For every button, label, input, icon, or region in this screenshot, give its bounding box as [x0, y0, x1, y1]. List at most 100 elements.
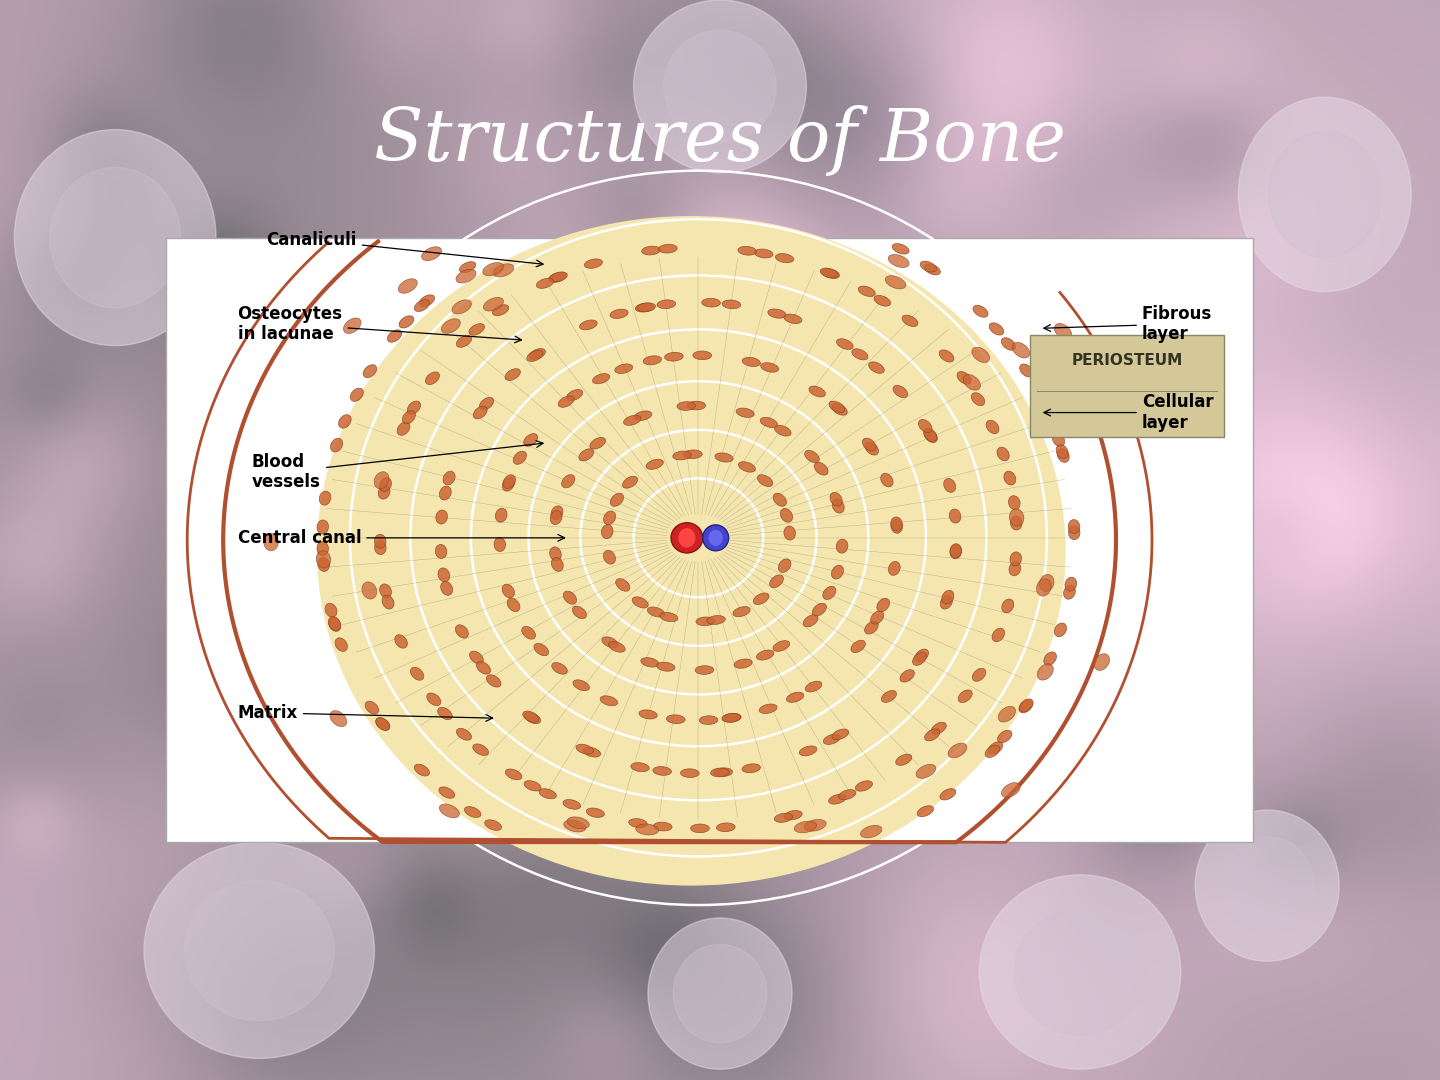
Ellipse shape	[629, 819, 647, 827]
Ellipse shape	[708, 529, 723, 546]
Ellipse shape	[361, 582, 377, 599]
Ellipse shape	[350, 388, 363, 402]
Ellipse shape	[913, 652, 926, 665]
Ellipse shape	[667, 715, 685, 724]
Ellipse shape	[363, 365, 377, 378]
Ellipse shape	[780, 509, 792, 523]
Ellipse shape	[456, 728, 471, 740]
Ellipse shape	[996, 447, 1009, 461]
Ellipse shape	[14, 130, 216, 346]
Ellipse shape	[821, 268, 838, 278]
Ellipse shape	[144, 842, 374, 1058]
Ellipse shape	[1011, 516, 1022, 530]
Ellipse shape	[524, 713, 540, 724]
Ellipse shape	[988, 742, 1002, 754]
Ellipse shape	[691, 824, 710, 833]
Ellipse shape	[851, 640, 865, 652]
Ellipse shape	[49, 167, 181, 308]
Ellipse shape	[503, 584, 514, 598]
Ellipse shape	[603, 511, 616, 525]
Ellipse shape	[505, 368, 520, 380]
Ellipse shape	[886, 275, 906, 289]
Ellipse shape	[734, 659, 752, 669]
Ellipse shape	[1037, 664, 1053, 680]
Ellipse shape	[874, 296, 891, 306]
Ellipse shape	[986, 420, 999, 434]
Ellipse shape	[585, 259, 602, 268]
Ellipse shape	[671, 523, 703, 553]
Ellipse shape	[654, 822, 672, 831]
Ellipse shape	[757, 475, 773, 487]
Ellipse shape	[439, 486, 451, 500]
Ellipse shape	[665, 352, 683, 361]
Ellipse shape	[609, 642, 625, 652]
Ellipse shape	[868, 362, 884, 374]
Ellipse shape	[444, 471, 455, 485]
Ellipse shape	[1080, 384, 1096, 402]
Ellipse shape	[1001, 338, 1015, 350]
Ellipse shape	[1034, 390, 1047, 403]
Ellipse shape	[647, 459, 664, 470]
Ellipse shape	[1020, 364, 1034, 377]
Ellipse shape	[948, 743, 966, 758]
Ellipse shape	[703, 525, 729, 551]
Ellipse shape	[717, 823, 736, 832]
Ellipse shape	[824, 734, 841, 744]
Ellipse shape	[648, 918, 792, 1069]
Ellipse shape	[567, 816, 589, 828]
Ellipse shape	[756, 650, 773, 660]
Ellipse shape	[822, 586, 835, 599]
Ellipse shape	[924, 430, 937, 443]
Ellipse shape	[456, 336, 471, 348]
Ellipse shape	[693, 351, 711, 360]
Text: PERIOSTEUM: PERIOSTEUM	[1071, 353, 1182, 368]
Ellipse shape	[1068, 519, 1080, 534]
Ellipse shape	[783, 526, 795, 540]
Ellipse shape	[325, 604, 337, 617]
Ellipse shape	[1066, 577, 1077, 591]
Ellipse shape	[641, 658, 660, 667]
Ellipse shape	[881, 473, 893, 487]
Ellipse shape	[805, 450, 819, 462]
Ellipse shape	[687, 402, 706, 410]
Ellipse shape	[524, 781, 541, 791]
Ellipse shape	[891, 517, 903, 531]
Ellipse shape	[441, 319, 461, 334]
Ellipse shape	[338, 415, 351, 428]
Ellipse shape	[559, 396, 575, 407]
Ellipse shape	[914, 649, 929, 662]
Text: Canaliculi: Canaliculi	[266, 231, 543, 267]
Ellipse shape	[742, 357, 760, 366]
Ellipse shape	[1044, 652, 1057, 665]
Ellipse shape	[828, 794, 847, 805]
Ellipse shape	[989, 323, 1004, 335]
Ellipse shape	[639, 710, 657, 719]
Ellipse shape	[330, 711, 347, 727]
Text: Blood
vessels: Blood vessels	[252, 441, 543, 491]
Ellipse shape	[812, 604, 827, 616]
Ellipse shape	[681, 769, 700, 778]
Ellipse shape	[425, 372, 439, 384]
Text: Fibrous
layer: Fibrous layer	[1044, 305, 1212, 343]
Ellipse shape	[972, 669, 986, 681]
Ellipse shape	[459, 261, 475, 272]
Ellipse shape	[992, 629, 1005, 642]
Ellipse shape	[901, 315, 917, 326]
Ellipse shape	[550, 511, 562, 525]
Ellipse shape	[563, 820, 586, 832]
Ellipse shape	[958, 690, 972, 703]
Ellipse shape	[760, 417, 778, 428]
Ellipse shape	[677, 402, 696, 410]
Ellipse shape	[376, 718, 390, 730]
Ellipse shape	[979, 875, 1181, 1069]
Ellipse shape	[950, 544, 962, 558]
Ellipse shape	[891, 519, 903, 534]
Ellipse shape	[896, 754, 912, 766]
Ellipse shape	[636, 302, 655, 312]
Ellipse shape	[672, 451, 691, 460]
Ellipse shape	[742, 764, 760, 773]
Ellipse shape	[387, 329, 402, 342]
Ellipse shape	[552, 557, 563, 571]
Text: Cellular
layer: Cellular layer	[1044, 393, 1214, 432]
Ellipse shape	[710, 768, 729, 777]
